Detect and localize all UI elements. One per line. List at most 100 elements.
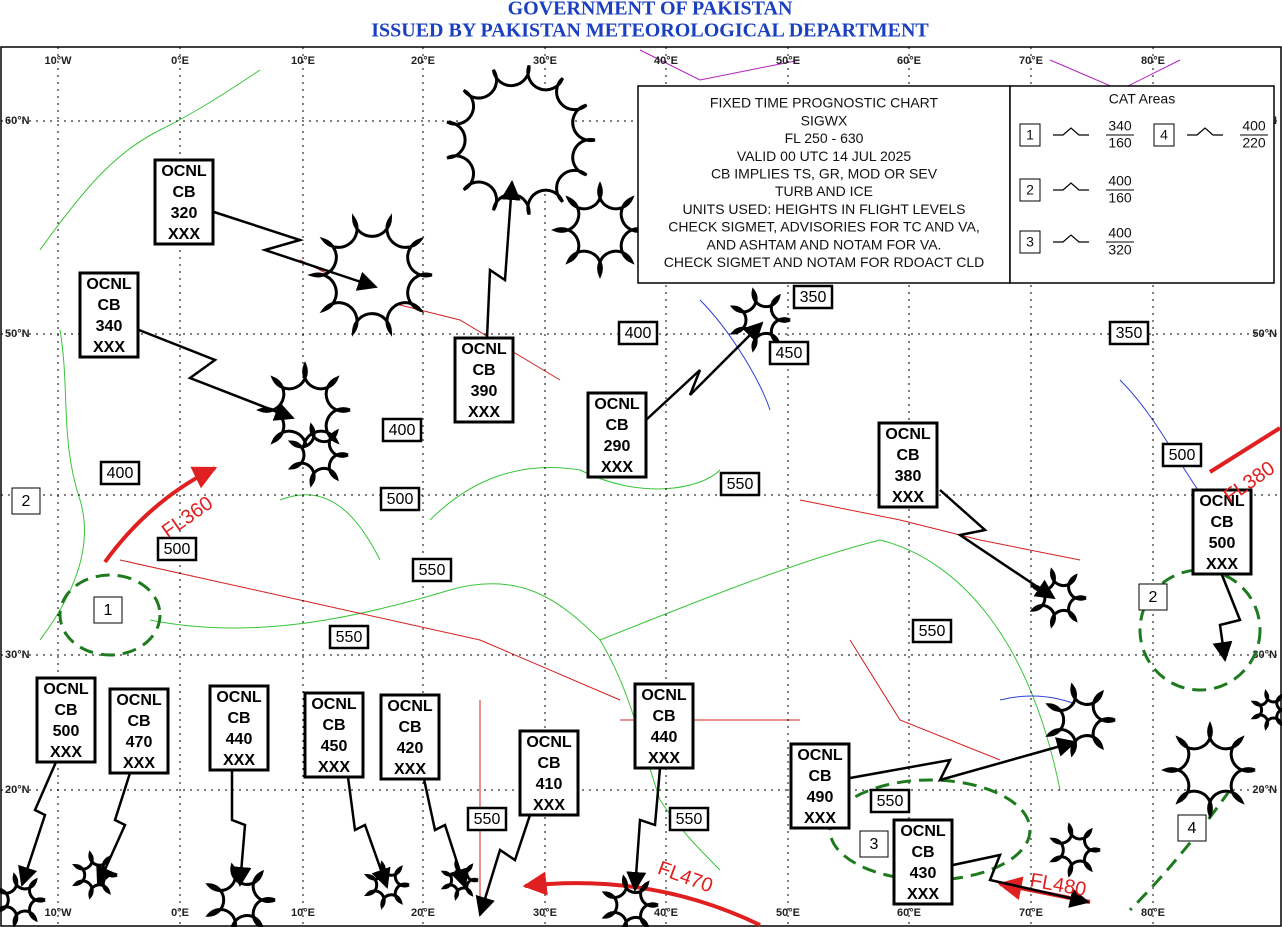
cb-top: 450 — [321, 738, 348, 755]
height-label: 500 — [164, 541, 191, 558]
cb-type: CB — [605, 417, 628, 434]
longitude-label: 20°E — [411, 55, 435, 67]
cb-arrow — [939, 489, 1056, 600]
legend-box — [637, 85, 1011, 284]
height-box — [719, 471, 761, 497]
cb-type: CB — [472, 362, 495, 379]
cb-base: XXX — [394, 761, 426, 778]
cb-cloud — [1045, 682, 1116, 758]
cb-arrow — [422, 778, 469, 889]
cat-id: 1 — [1026, 127, 1034, 143]
cat-marker-box — [11, 487, 41, 515]
cb-type: CB — [537, 755, 560, 772]
height-box — [381, 417, 423, 443]
longitude-label: 20°E — [411, 907, 435, 919]
cb-cloud — [205, 862, 276, 927]
height-box — [328, 624, 370, 650]
cb-type: CB — [808, 768, 831, 785]
longitude-label: 50°E — [776, 907, 800, 919]
cb-coverage: OCNL — [161, 163, 207, 180]
cb-type: CB — [896, 447, 919, 464]
cb-coverage: OCNL — [461, 341, 507, 358]
cb-arrow — [485, 180, 521, 339]
cb-cloud — [1049, 822, 1101, 878]
cat-symbol — [1187, 127, 1223, 136]
cb-box — [78, 271, 140, 359]
longitude-label: 50°E — [776, 55, 800, 67]
cb-arrow — [96, 772, 132, 887]
height-box — [466, 806, 508, 832]
cb-top: 420 — [397, 740, 424, 757]
cb-base: XXX — [648, 750, 680, 767]
longitude-label: 80°E — [1141, 55, 1165, 67]
cat-id-box — [1153, 123, 1175, 147]
legend-line: CB IMPLIES TS, GR, MOD OR SEV — [711, 166, 938, 182]
cb-box — [35, 676, 97, 764]
legend-line: AND ASHTAM AND NOTAM FOR VA. — [707, 236, 942, 252]
cb-cloud — [287, 422, 349, 488]
cb-box — [1191, 488, 1253, 576]
legend-line: VALID 00 UTC 14 JUL 2025 — [737, 148, 912, 164]
height-box — [156, 536, 198, 562]
cb-cloud — [72, 850, 118, 900]
height-box — [869, 788, 911, 814]
longitude-label: 30°E — [533, 55, 557, 67]
height-label: 400 — [625, 325, 652, 342]
cb-cloud — [446, 64, 596, 216]
cb-arrow — [346, 776, 391, 889]
cat-symbol — [1053, 127, 1089, 136]
cat-area-outlines — [58, 568, 1262, 912]
cat-id: 2 — [1026, 182, 1034, 198]
cb-type: CB — [1210, 514, 1233, 531]
cb-arrow — [849, 737, 1077, 782]
cat-top: 400 — [1242, 118, 1266, 134]
height-label: 550 — [676, 811, 703, 828]
cat-symbol — [1053, 234, 1089, 243]
height-box — [411, 557, 453, 583]
cat-marker: 4 — [1188, 820, 1197, 837]
cb-arrow — [1212, 574, 1242, 662]
cb-arrow — [475, 814, 532, 917]
latitude-label: 20°N — [5, 784, 30, 796]
cat-base: 160 — [1108, 135, 1132, 151]
cb-cloud — [551, 181, 646, 279]
cb-top: 320 — [171, 205, 198, 222]
height-box — [617, 320, 659, 346]
cb-cloud — [1250, 689, 1282, 731]
cb-arrow — [18, 761, 58, 887]
height-box — [768, 340, 810, 366]
cb-top: 410 — [536, 776, 563, 793]
latitude-label: 50°N — [1252, 328, 1277, 340]
height-box — [379, 486, 421, 512]
cat-id-box — [1019, 230, 1041, 254]
cb-box — [586, 391, 648, 479]
header-line1: GOVERNMENT OF PAKISTAN — [508, 0, 793, 20]
cat-base: 160 — [1108, 190, 1132, 206]
cb-base: XXX — [468, 404, 500, 421]
cb-base: XXX — [533, 797, 565, 814]
cb-top: 340 — [96, 318, 123, 335]
cb-box — [518, 729, 580, 817]
legend-line: FIXED TIME PROGNOSTIC CHART — [710, 95, 939, 111]
cb-base: XXX — [892, 489, 924, 506]
graticule: 10°W 10°W 0°E 0°E 10°E 10°E 20°E 20°E 30°E 30°E 40… — [1, 47, 1281, 926]
cb-box — [208, 684, 270, 772]
height-label: 500 — [1169, 447, 1196, 464]
longitude-label: 60°E — [897, 55, 921, 67]
cb-arrow — [952, 853, 1090, 908]
latitude-label: 30°N — [1252, 649, 1277, 661]
cb-arrow — [645, 321, 764, 421]
height-label: 550 — [877, 793, 904, 810]
cb-top: 500 — [1209, 535, 1236, 552]
latitude-label: 20°N — [1252, 784, 1277, 796]
cb-coverage: OCNL — [43, 681, 89, 698]
cb-type: CB — [227, 710, 250, 727]
cb-cloud — [256, 361, 351, 459]
longitude-label: 10°E — [291, 907, 315, 919]
longitude-label: 0°E — [171, 907, 189, 919]
legend-line: FL 250 - 630 — [785, 130, 864, 146]
cat-marker: 2 — [22, 493, 31, 510]
height-box — [99, 460, 141, 486]
cb-type: CB — [398, 719, 421, 736]
cb-box — [453, 336, 515, 424]
